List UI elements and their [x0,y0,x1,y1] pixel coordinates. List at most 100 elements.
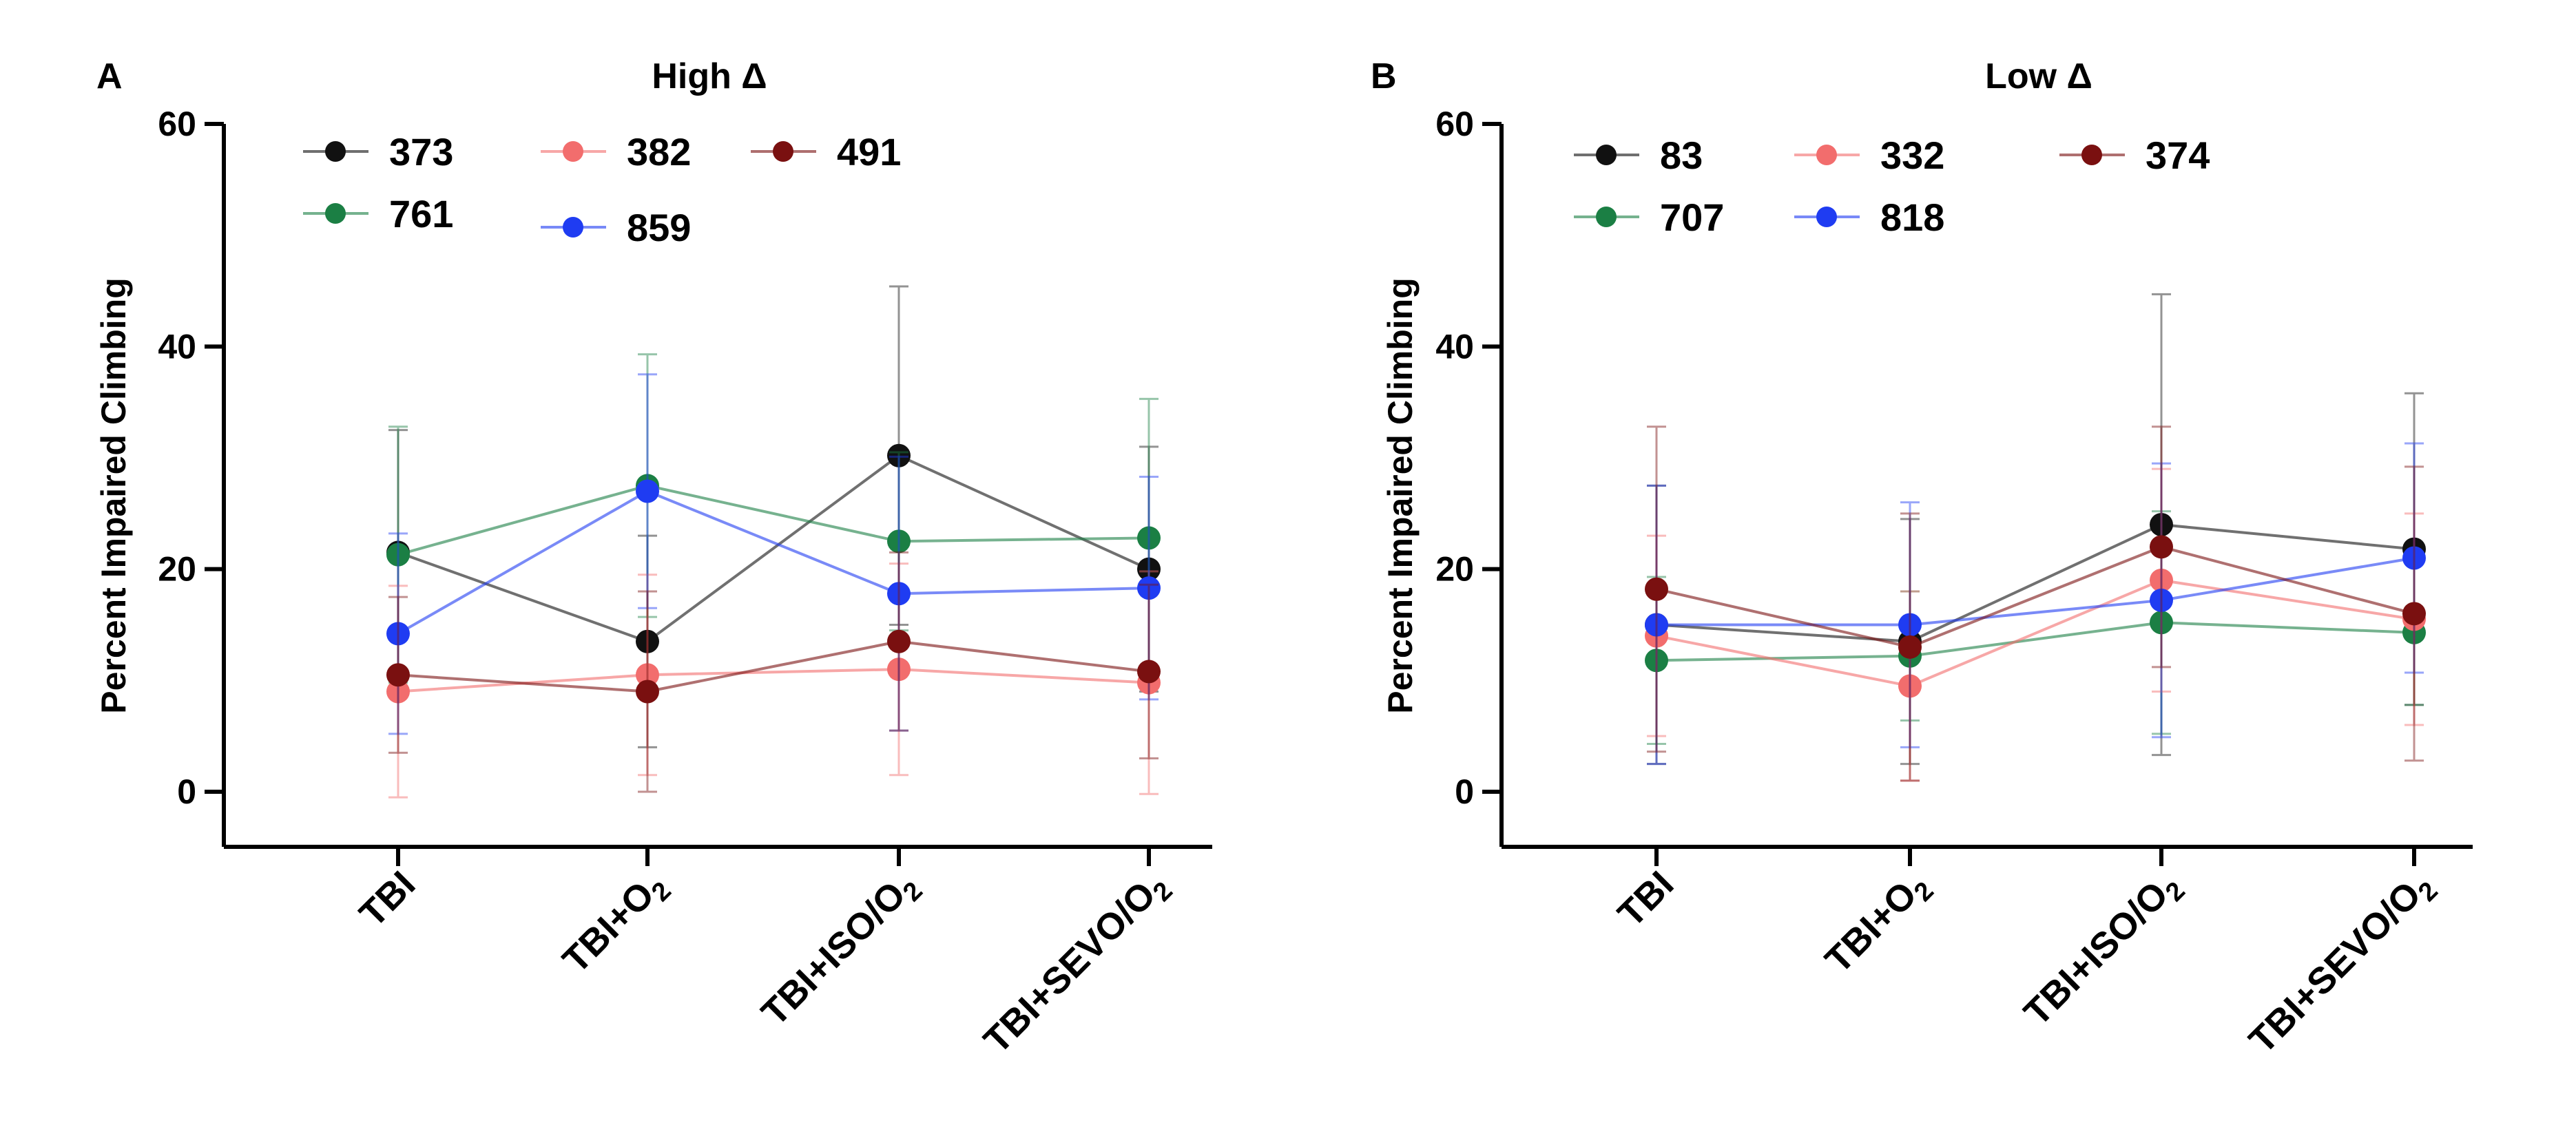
panel-b-series-707 [1645,510,2426,745]
panel-a-letter: A [96,56,123,96]
panel-b-series-374 [1645,425,2426,782]
panel-a-data-point-859 [887,582,911,606]
panel-a-data-point-491 [386,663,410,687]
panel-a-legend-item-382: 382 [541,130,691,173]
legend-marker [325,141,346,162]
legend-label: 382 [627,130,691,173]
panel-b-data-point-83 [2150,513,2173,536]
panel-b-data-point-707 [2150,611,2173,635]
legend-label: 374 [2146,134,2210,177]
panel-b-title: Low Δ [1985,56,2092,96]
panel-a-series-491 [386,551,1161,793]
panel-b-data-point-374 [1645,577,1668,601]
panel-a-y-tick-label: 60 [158,105,196,143]
panel-a-data-point-373 [636,629,659,653]
panel-b-data-point-818 [1898,613,1922,637]
panel-a-series-859 [386,373,1161,735]
panel-b-data-point-818 [2150,588,2173,612]
legend-label: 491 [837,130,901,173]
legend-marker [1596,207,1617,227]
legend-label: 761 [389,192,453,235]
legend-marker [1596,145,1617,165]
panel-a-data-point-491 [1137,660,1161,684]
panel-b-category-subscript: 2 [2413,876,2444,907]
panel-b-data-point-332 [2150,568,2173,592]
panel-a-data-point-761 [887,529,911,554]
panel-b-legend-item-818: 818 [1794,196,1944,239]
panel-b-series-83 [1645,293,2426,766]
panel-a-series-line-382 [397,668,1150,693]
panel-b-y-tick-label: 20 [1435,550,1474,589]
panel-b-letter: B [1371,56,1397,96]
panel-b-category-subscript: 2 [2160,876,2191,907]
panel-a-y-tick-label: 20 [158,550,196,589]
panel-b-legend-item-707: 707 [1574,196,1724,239]
panel-b-legend-item-332: 332 [1794,134,1944,177]
legend-label: 818 [1880,196,1944,239]
panel-a-category-label: TBI [352,863,424,935]
panel-a-data-point-859 [386,622,410,646]
panel-a-data-point-491 [887,629,911,653]
panel-b-legend-item-83: 83 [1574,134,1703,177]
panel-a-legend-item-859: 859 [541,206,691,249]
panel-b-data-point-374 [2150,535,2173,559]
panel-b-series-line-374 [1656,545,2415,649]
panel-a-data-point-761 [1137,526,1161,550]
panel-a-data-point-491 [636,680,659,704]
legend-marker [1816,145,1837,165]
panel-a-data-point-373 [887,443,911,467]
panel-a-category-subscript: 2 [897,876,928,907]
panel-b-y-tick-label: 0 [1455,772,1474,811]
panel-b-y-tick-label: 40 [1435,327,1474,366]
panel-a-series-line-761 [397,484,1150,556]
legend-label: 707 [1660,196,1724,239]
panel-a-data-point-859 [636,479,659,503]
panel-a-category-subscript: 2 [1147,876,1178,907]
legend-marker [2081,145,2102,165]
legend-marker [563,217,583,238]
panel-a-category-label: TBI+O2 [555,863,677,985]
panel-a-category-subscript: 2 [646,876,677,907]
panel-b-category-label: TBI [1610,863,1682,935]
panel-b-data-point-332 [1898,674,1922,698]
legend-label: 373 [389,130,453,173]
panel-a-title: High Δ [652,56,767,96]
panel-a-data-point-382 [386,680,410,704]
panel-b-data-point-818 [2402,546,2426,570]
panel-b-category-label: TBI+SEVO/O2 [2241,863,2444,1066]
panel-a-series-761 [386,353,1161,684]
legend-label: 83 [1660,134,1703,177]
panel-a-data-point-382 [636,663,659,687]
panel-a-data-point-373 [1137,557,1161,581]
panel-b-category-subscript: 2 [1909,876,1940,907]
legend-marker [1816,207,1837,227]
legend-marker [563,141,583,162]
legend-label: 332 [1880,134,1944,177]
panel-a-data-point-859 [1137,576,1161,600]
panel-a-data-point-382 [887,657,911,682]
panel-b-data-point-374 [2402,602,2426,626]
panel-a-y-tick-label: 40 [158,327,196,366]
panel-a-series-line-491 [397,640,1150,693]
legend-marker [773,141,793,162]
panel-a-y-axis-label: Percent Impaired Climbing [94,277,133,713]
panel-a-y-tick-label: 0 [177,772,196,811]
panel-b-series-line-707 [1656,621,2415,662]
legend-label: 859 [627,206,691,249]
panel-b-legend-item-374: 374 [2059,134,2210,177]
panel-a-legend-item-373: 373 [303,130,453,173]
panel-a-series-382 [386,562,1161,799]
panel-b-category-label: TBI+ISO/O2 [2016,863,2191,1038]
panel-b-series-line-83 [1656,523,2415,643]
panel-a-data-point-761 [386,543,410,567]
panel-b-data-point-818 [1645,613,1668,637]
panel-a-category-label: TBI+SEVO/O2 [976,863,1178,1066]
panel-a-legend-item-761: 761 [303,192,453,235]
panel-a-series-line-859 [397,490,1150,635]
panel-b-y-tick-label: 60 [1435,105,1474,143]
panel-b-category-label: TBI+O2 [1818,863,1940,985]
panel-b-y-axis-label: Percent Impaired Climbing [1381,277,1420,713]
panel-b-data-point-374 [1898,635,1922,659]
